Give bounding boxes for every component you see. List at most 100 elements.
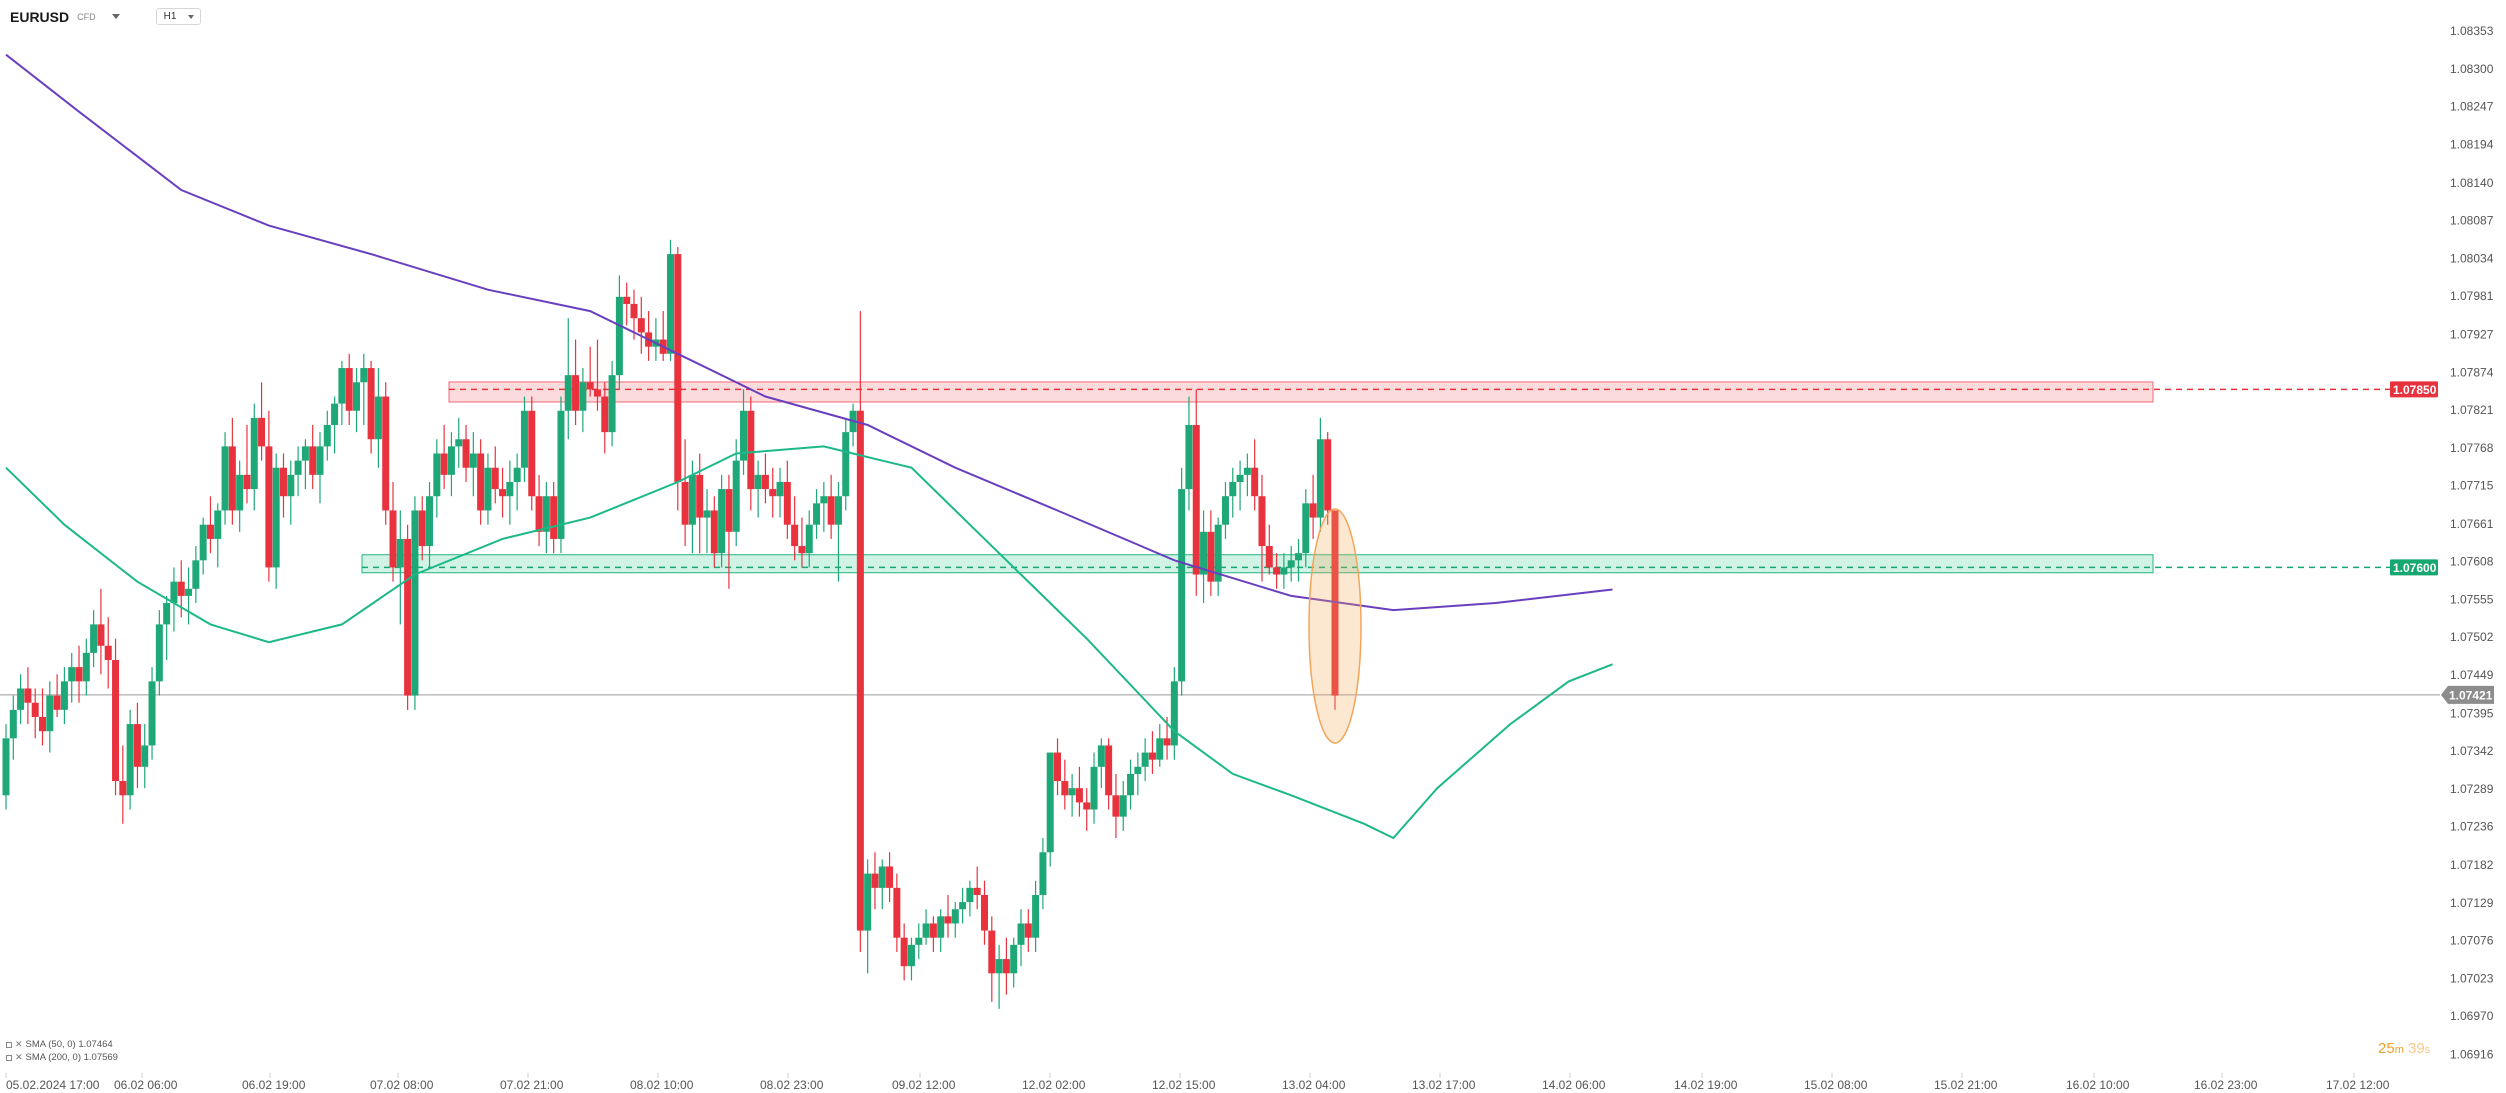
candle-body <box>426 496 434 547</box>
sma-lines <box>5 53 1613 840</box>
candle-body <box>331 403 339 426</box>
y-tick-label: 1.08194 <box>2450 137 2494 151</box>
candle-body <box>491 467 499 490</box>
candle-body <box>966 887 974 903</box>
resistance-price-label-bg <box>2390 381 2438 398</box>
candle-body <box>1010 944 1018 974</box>
y-tick-label: 1.06970 <box>2450 1009 2494 1023</box>
candle-body <box>1119 795 1127 817</box>
x-tick-label: 14.02 19:00 <box>1674 1078 1738 1092</box>
y-tick-label: 1.07874 <box>2450 365 2494 379</box>
candle-body <box>506 481 514 497</box>
candle-body <box>177 581 185 596</box>
candle-body <box>798 546 806 554</box>
y-tick-label: 1.08034 <box>2450 251 2494 265</box>
candle-body <box>813 503 821 525</box>
candle-body <box>915 937 923 945</box>
candle-body <box>776 481 784 497</box>
x-tick-label: 06.02 19:00 <box>242 1078 306 1092</box>
close-icon[interactable]: ✕ <box>15 1039 23 1049</box>
candle-body <box>155 624 163 682</box>
y-tick-label: 1.08140 <box>2450 176 2494 190</box>
candle-body <box>834 496 842 525</box>
close-icon[interactable]: ✕ <box>15 1052 23 1062</box>
y-tick-label: 1.07289 <box>2450 782 2494 796</box>
candle-body <box>1032 894 1040 938</box>
symbol-name[interactable]: EURUSD <box>10 8 70 25</box>
candle-body <box>141 745 149 767</box>
candle-countdown: 25m 39s <box>2378 1040 2430 1057</box>
y-tick-label: 1.07236 <box>2450 820 2494 834</box>
candle-body <box>761 474 769 490</box>
last-price-label-bg <box>2441 685 2494 704</box>
candle-body <box>126 724 134 796</box>
y-axis-ticks: 1.08353 1.08300 1.08247 1.08194 1.08140 1.080… <box>2450 24 2494 1061</box>
settings-icon[interactable] <box>6 1054 12 1061</box>
legend-item-sma200[interactable]: ✕ SMA (200, 0) 1.07569 <box>6 1051 118 1064</box>
x-tick-label: 07.02 21:00 <box>500 1078 564 1092</box>
candle-body <box>1017 923 1025 945</box>
y-tick-label: 1.07927 <box>2450 328 2494 342</box>
countdown-seconds-unit: s <box>2424 1044 2431 1056</box>
candle-body <box>1207 531 1215 582</box>
candle-body <box>1068 788 1076 796</box>
candle-body <box>316 446 324 475</box>
y-tick-label: 1.08087 <box>2450 214 2494 228</box>
legend-label: SMA (50, 0) 1.07464 <box>25 1039 113 1050</box>
candle-body <box>31 702 39 717</box>
y-tick-label: 1.08353 <box>2450 24 2494 38</box>
candle-body <box>133 724 141 767</box>
x-tick-label: 13.02 17:00 <box>1412 1078 1476 1092</box>
timeframe-selector[interactable]: H1 <box>155 8 202 25</box>
candle-body <box>1287 560 1295 568</box>
countdown-seconds: 39 <box>2408 1040 2425 1057</box>
y-tick-label: 1.08247 <box>2450 100 2494 114</box>
sma200-line <box>5 53 1613 612</box>
candle-body <box>783 481 791 525</box>
candle-body <box>1105 745 1113 796</box>
candle-body <box>1141 752 1149 767</box>
y-tick-label: 1.07342 <box>2450 744 2494 758</box>
y-tick-label: 1.07608 <box>2450 555 2494 569</box>
candle-body <box>170 581 178 604</box>
candle-body <box>1178 489 1186 682</box>
candle-body <box>520 410 528 468</box>
annotations <box>1308 508 1362 744</box>
candle-body <box>272 467 280 568</box>
y-tick-label: 1.07715 <box>2450 479 2494 493</box>
settings-icon[interactable] <box>6 1041 12 1048</box>
candle-body <box>1134 766 1142 774</box>
candle-body <box>462 439 470 468</box>
candle-body <box>1214 524 1222 582</box>
y-tick-label: 1.07023 <box>2450 971 2494 985</box>
candles <box>2 239 1339 1009</box>
candle-body <box>725 489 733 532</box>
legend-item-sma50[interactable]: ✕ SMA (50, 0) 1.07464 <box>6 1038 118 1051</box>
candle-body <box>1054 752 1062 782</box>
x-tick-label: 06.02 06:00 <box>114 1078 178 1092</box>
candle-body <box>907 944 915 967</box>
candle-body <box>1083 802 1091 810</box>
countdown-minutes-unit: m <box>2394 1044 2404 1056</box>
legend-label: SMA (200, 0) 1.07569 <box>25 1052 118 1063</box>
chevron-down-icon[interactable] <box>111 14 120 19</box>
candle-body <box>1324 439 1332 511</box>
candle-body <box>951 909 959 924</box>
candle-body <box>250 417 258 490</box>
candle-body <box>637 318 645 333</box>
candle-body <box>754 474 762 490</box>
y-tick-label: 1.07182 <box>2450 858 2494 872</box>
candle-body <box>820 496 828 504</box>
candle-body <box>1251 467 1259 497</box>
candle-body <box>484 467 492 511</box>
y-tick-label: 1.06916 <box>2450 1047 2494 1061</box>
candle-body <box>90 624 98 653</box>
candle-body <box>199 524 207 561</box>
candle-body <box>499 489 507 497</box>
candle-body <box>9 709 17 739</box>
candle-body <box>228 446 236 511</box>
candle-body <box>1148 752 1156 760</box>
candle-body <box>1112 795 1120 817</box>
